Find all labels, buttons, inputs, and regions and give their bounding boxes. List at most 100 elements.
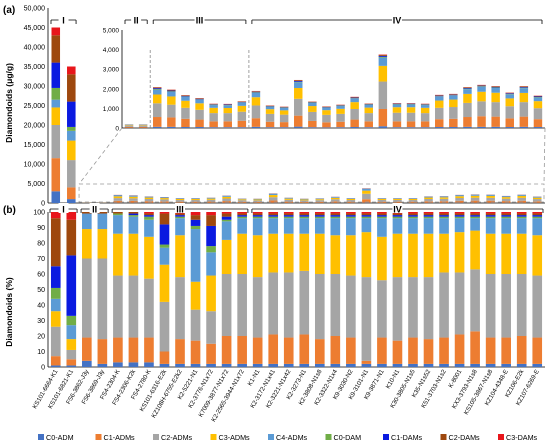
panel-a-bar-segment bbox=[51, 62, 61, 88]
panel-a-bar-segment bbox=[67, 140, 76, 161]
panel-b-bar-segment bbox=[516, 215, 527, 217]
panel-b-x-tick-labels: KS101-6664-K1KS101-6821-K1FS6-3862-J3yFS… bbox=[31, 368, 541, 424]
panel-a-group-I-label: I bbox=[62, 16, 65, 26]
panel-a-bar-segment bbox=[501, 196, 511, 198]
panel-b-bar-segment bbox=[268, 213, 279, 216]
legend-label: C3-DAMs bbox=[506, 433, 538, 442]
panel-a-y-tick-label: 50,000 bbox=[24, 6, 46, 13]
legend-swatch bbox=[268, 434, 274, 440]
inset-bar-segment bbox=[153, 94, 162, 104]
panel-b-bar-segment bbox=[392, 218, 403, 234]
panel-a-bar-segment bbox=[253, 200, 262, 202]
panel-b-bar-segment bbox=[330, 336, 341, 364]
inset-bar-segment bbox=[420, 105, 430, 108]
panel-b-bar-segment bbox=[377, 216, 387, 219]
panel-b-bar-segment bbox=[454, 213, 465, 216]
panel-a-bar-segment bbox=[175, 198, 185, 199]
panel-a-bar-segment bbox=[67, 160, 76, 188]
panel-b-bar-segment bbox=[50, 356, 61, 366]
panel-b-bar-segment bbox=[237, 233, 247, 274]
panel-a-y-tick-label: 25,000 bbox=[24, 103, 46, 110]
panel-b-group-III-label: III bbox=[176, 205, 184, 215]
panel-b-bar-segment bbox=[283, 218, 294, 234]
inset-bar-segment bbox=[251, 118, 261, 127]
panel-a-bar-segment bbox=[331, 197, 340, 200]
panel-b-bar-segment bbox=[82, 212, 92, 214]
legend-label: C2-ADMs bbox=[161, 433, 193, 442]
inset-bar-segment bbox=[322, 110, 331, 115]
panel-b-bar-segment bbox=[439, 363, 449, 367]
panel-b-bar-segment bbox=[346, 215, 356, 217]
inset-bar-segment bbox=[336, 108, 345, 114]
panel-b-bar-segment bbox=[314, 233, 325, 274]
panel-a-bar-segment bbox=[51, 35, 61, 63]
panel-b-bar-segment bbox=[439, 272, 449, 338]
panel-b-bar-segment bbox=[330, 213, 341, 216]
panel-b-bar-segment bbox=[221, 363, 232, 367]
inset-bar-segment bbox=[336, 121, 345, 128]
panel-b-bar-segment bbox=[501, 274, 511, 338]
panel-b-bar-segment bbox=[532, 212, 543, 214]
panel-b-bar-segment bbox=[50, 365, 61, 367]
panel-b-bar-segment bbox=[532, 337, 543, 364]
panel-b-bar-segment bbox=[221, 213, 232, 217]
panel-a-group-II-label: II bbox=[134, 16, 139, 26]
panel-b-bar-segment bbox=[346, 337, 356, 364]
panel-b-bar-segment bbox=[252, 337, 263, 364]
panel-b-bar-segment bbox=[113, 212, 123, 214]
panel-a-bar-segment bbox=[315, 199, 325, 201]
panel-b-bar-segment bbox=[516, 212, 527, 214]
panel-b-bar-segment bbox=[392, 363, 403, 367]
panel-b-bar-segment bbox=[144, 216, 154, 220]
panel-a-bar-segment bbox=[346, 200, 356, 202]
panel-b-bar-segment bbox=[330, 212, 341, 214]
panel-a-bar-segment bbox=[191, 201, 200, 203]
panel-b-bar-segment bbox=[144, 362, 154, 367]
panel-a-bar-segment bbox=[191, 199, 200, 201]
panel-b-bar-segment bbox=[175, 363, 185, 367]
panel-a-bar-segment bbox=[206, 197, 216, 199]
inset-y-tick-label: 2,000 bbox=[103, 86, 120, 93]
panel-b-bar-segment bbox=[50, 311, 61, 327]
panel-b-bar-segment bbox=[159, 363, 170, 367]
panel-b-bar-segment bbox=[346, 212, 356, 214]
legend-swatch bbox=[210, 434, 217, 440]
panel-b-bar-segment bbox=[330, 216, 341, 219]
panel-b-bar-segment bbox=[299, 218, 310, 234]
legend-label: C1-ADMs bbox=[104, 433, 136, 442]
panel-b-bar-segment bbox=[516, 363, 527, 367]
inset-bar-segment bbox=[294, 88, 303, 99]
panel-a-y-tick-label: 0 bbox=[41, 201, 45, 208]
panel-b-bar-segment bbox=[501, 213, 511, 216]
panel-b-bar-segment bbox=[392, 340, 403, 364]
inset-bar-segment bbox=[435, 127, 444, 128]
panel-b-bar-segment bbox=[299, 334, 310, 364]
panel-a-bar-segment bbox=[144, 197, 154, 199]
panel-b-bar-segment bbox=[221, 219, 232, 222]
panel-b-bar-segment bbox=[97, 213, 108, 230]
inset-bar-segment bbox=[505, 106, 514, 119]
panel-b-bar-segment bbox=[268, 216, 279, 219]
panel-a-bar-segment bbox=[206, 199, 216, 202]
inset-bar-segment bbox=[477, 86, 486, 92]
panel-b-group-I-label: I bbox=[62, 205, 65, 215]
panel-b-bar-segment bbox=[532, 235, 543, 276]
inset-bar-segment bbox=[533, 97, 543, 102]
panel-b-bar-segment bbox=[408, 213, 418, 216]
inset-bar-segment bbox=[406, 112, 416, 122]
panel-a-bar-segment bbox=[144, 198, 154, 202]
inset-bar-segment bbox=[308, 120, 317, 128]
inset-bar-segment bbox=[505, 94, 514, 99]
inset-bar-segment bbox=[265, 113, 275, 122]
panel-b-bar-segment bbox=[501, 337, 511, 364]
panel-a-bar-segment bbox=[393, 198, 402, 200]
inset-bar-segment bbox=[533, 95, 543, 97]
inset-bar-segment bbox=[449, 99, 458, 108]
inset-bar-segment bbox=[294, 80, 303, 82]
panel-b-bar-segment bbox=[454, 232, 465, 273]
panel-b-bar-segment bbox=[97, 212, 108, 214]
panel-b-bar-segment bbox=[532, 218, 543, 236]
inset-bar-segment bbox=[308, 106, 317, 112]
inset-bar-segment bbox=[237, 102, 247, 106]
panel-b-bar-segment bbox=[314, 212, 325, 214]
